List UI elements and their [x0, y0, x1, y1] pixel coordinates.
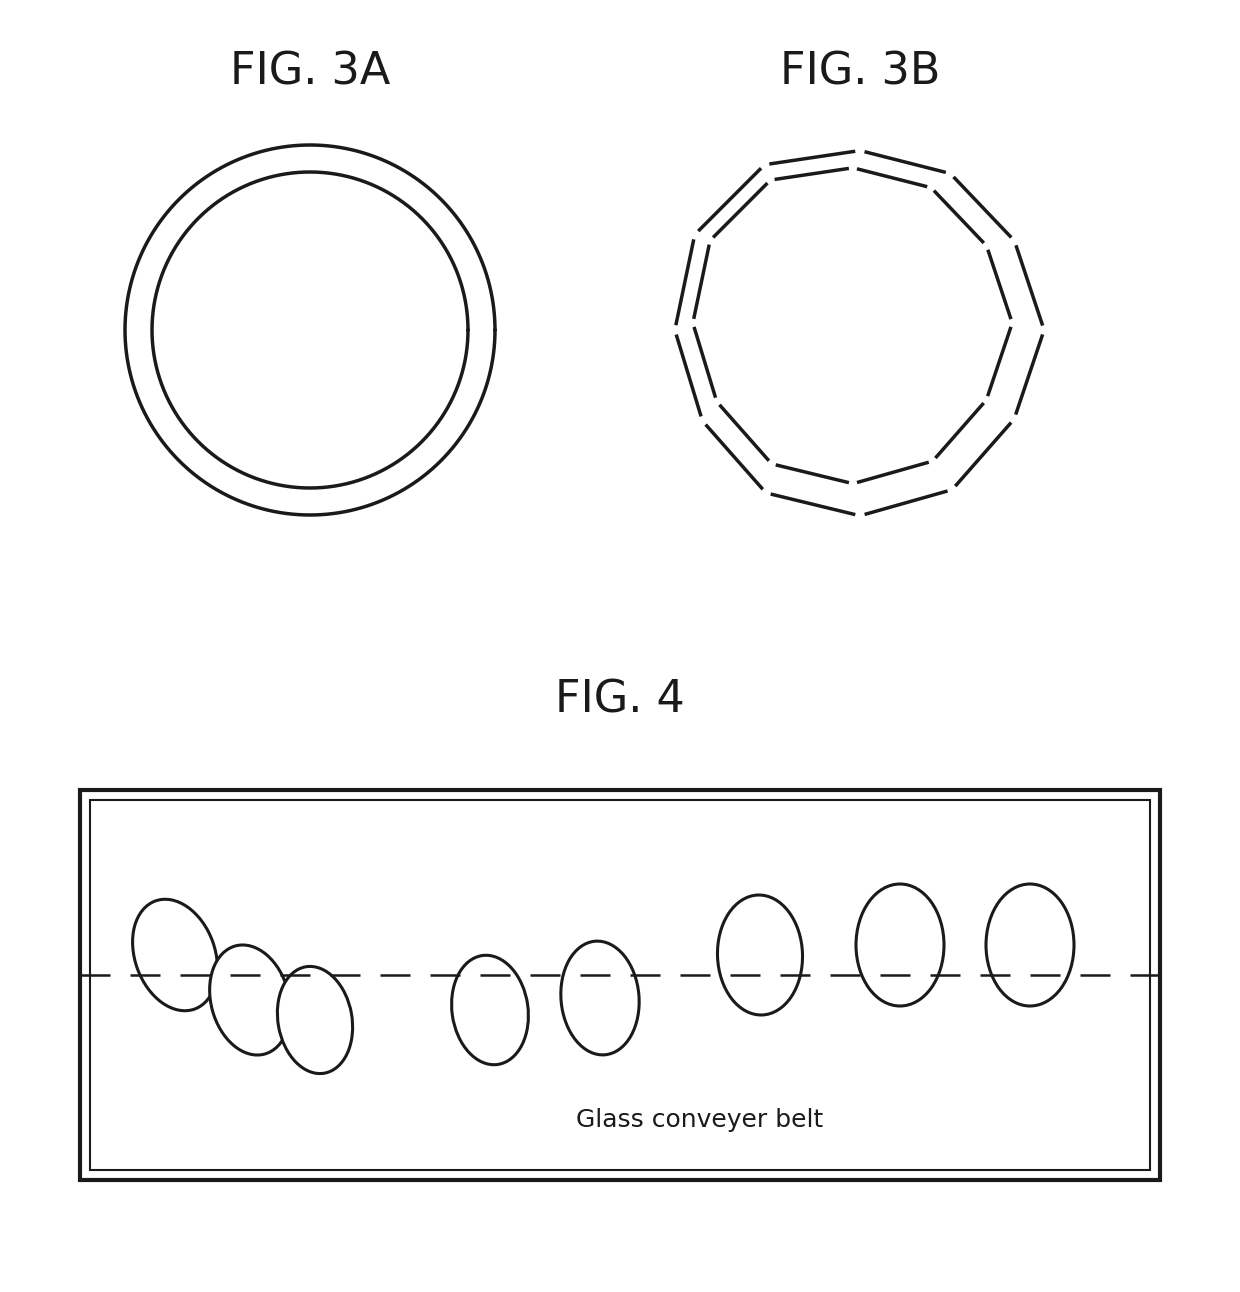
Text: FIG. 3B: FIG. 3B: [780, 50, 940, 93]
Text: FIG. 3A: FIG. 3A: [229, 50, 391, 93]
Ellipse shape: [560, 941, 639, 1054]
Ellipse shape: [210, 944, 290, 1056]
Ellipse shape: [133, 899, 217, 1010]
Ellipse shape: [986, 884, 1074, 1006]
Ellipse shape: [278, 966, 352, 1074]
Ellipse shape: [451, 955, 528, 1065]
Text: Glass conveyer belt: Glass conveyer belt: [577, 1109, 823, 1132]
Text: FIG. 4: FIG. 4: [556, 678, 684, 721]
Bar: [91, 800, 1149, 1171]
Ellipse shape: [856, 884, 944, 1006]
Ellipse shape: [718, 895, 802, 1016]
Bar: [81, 789, 1159, 1180]
